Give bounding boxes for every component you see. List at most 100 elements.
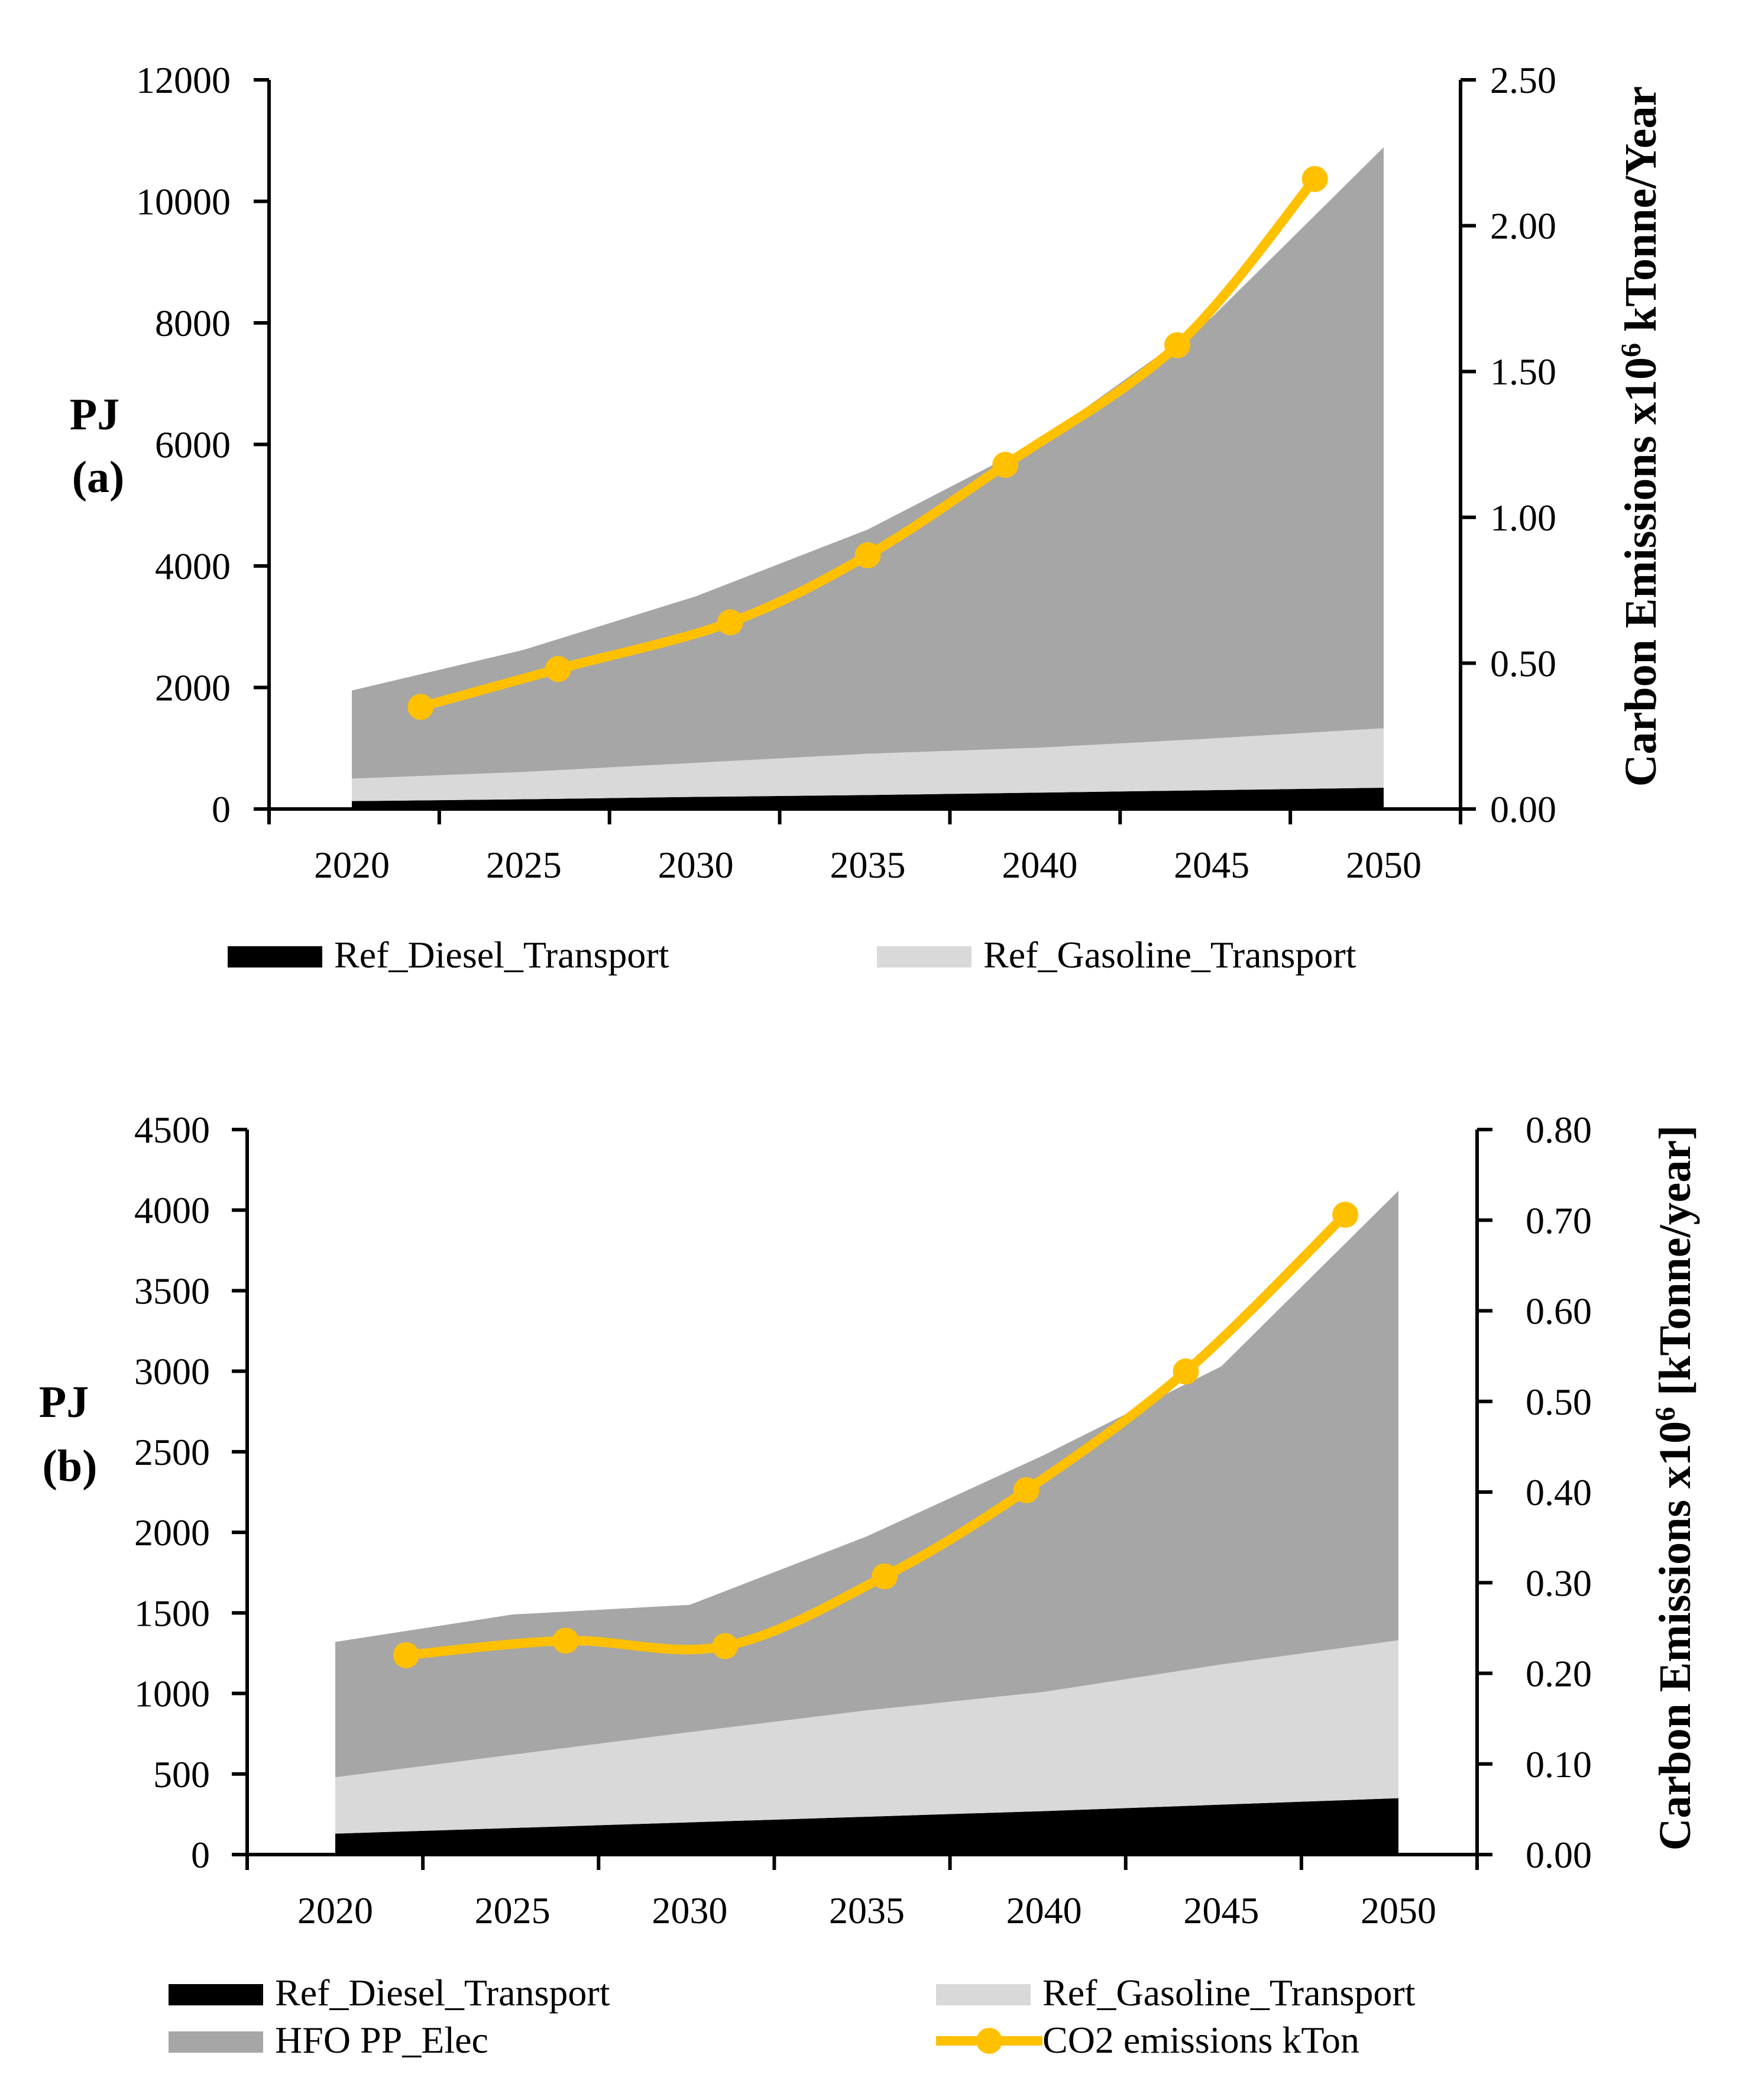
y2-axis-label-a-sup: 6 (1615, 343, 1647, 357)
co2-point-a-5 (1164, 332, 1190, 358)
y2-tick-label-b-7: 0.70 (1526, 1199, 1592, 1241)
y-tick-label-b-6: 3000 (134, 1351, 210, 1393)
y2-axis-label-b-rest: [kTonne/year] (1650, 1125, 1700, 1407)
legend-label-b-3: CO2 emissions kTon (1042, 2019, 1359, 2061)
y-axis-label-a: PJ (70, 390, 119, 439)
y-tick-label-b-0: 0 (191, 1834, 210, 1876)
y2-tick-label-b-0: 0.00 (1526, 1834, 1592, 1876)
y-tick-label-a-3: 6000 (155, 424, 231, 466)
y-tick-label-b-2: 1000 (134, 1673, 210, 1715)
y-axis-label-b: PJ (39, 1377, 89, 1427)
panel-label-b: (b) (43, 1441, 98, 1491)
x-tick-label-b-0: 2020 (297, 1889, 373, 1931)
co2-point-a-6 (1301, 166, 1328, 192)
legend-swatch-diesel-b (169, 1984, 263, 2005)
area-diesel-b (335, 1798, 1398, 1855)
y2-tick-label-b-1: 0.10 (1526, 1743, 1592, 1785)
y2-tick-label-a-0: 0.00 (1490, 788, 1556, 830)
x-tick-label-b-2: 2030 (652, 1889, 727, 1931)
y-tick-label-b-3: 1500 (134, 1592, 210, 1634)
y2-axis-label-a: Carbon Emissions x106 kTonne/Year (1615, 86, 1666, 787)
y2-tick-label-b-2: 0.20 (1526, 1653, 1592, 1695)
y2-tick-label-b-8: 0.80 (1526, 1109, 1592, 1151)
chart-panel-b: 0 500 1000 1500 2000 2500 3000 3500 4000 4500 0.00… (39, 1109, 1700, 2061)
y2-tick-label-b-4: 0.40 (1526, 1471, 1592, 1513)
legend-b: Ref_Diesel_Transport Ref_Gasoline_Transpo… (169, 1972, 1416, 2061)
co2-point-b-3 (871, 1563, 898, 1590)
y-tick-label-a-5: 10000 (136, 181, 231, 223)
co2-line-b (393, 1202, 1359, 1668)
chart-panel-a: 0 2000 4000 6000 8000 10000 12000 0.00 0.50 1.00 1… (70, 59, 1666, 976)
co2-point-b-0 (393, 1642, 419, 1668)
y2-tick-label-b-6: 0.60 (1526, 1290, 1592, 1332)
x-tick-label-a-2: 2030 (658, 844, 734, 886)
x-tick-label-b-5: 2045 (1183, 1889, 1259, 1931)
plot-areas-b (335, 1190, 1398, 1855)
y-tick-label-b-5: 2500 (134, 1431, 210, 1473)
legend-swatch-co2-marker-b (976, 2028, 1002, 2054)
co2-point-a-1 (545, 656, 571, 682)
legend-label-b-0: Ref_Diesel_Transport (275, 1972, 610, 2014)
x-tick-label-b-1: 2025 (475, 1889, 551, 1931)
y-tick-label-a-4: 8000 (155, 302, 231, 344)
legend-label-b-1: Ref_Gasoline_Transport (1042, 1972, 1416, 2014)
y-tick-label-a-6: 12000 (136, 59, 231, 101)
x-tick-label-a-3: 2035 (830, 844, 906, 886)
legend-a: Ref_Diesel_Transport Ref_Gasoline_Transpo… (228, 934, 1356, 976)
legend-label-a-1: Ref_Gasoline_Transport (983, 934, 1356, 976)
co2-point-a-3 (854, 542, 881, 568)
co2-point-b-5 (1173, 1358, 1199, 1385)
area-gasoline-b (335, 1640, 1398, 1834)
co2-point-a-0 (407, 694, 434, 720)
x-tick-label-a-5: 2045 (1174, 844, 1249, 886)
co2-point-b-4 (1013, 1477, 1040, 1503)
legend-swatch-hfo-b (169, 2031, 263, 2053)
legend-label-b-2: HFO PP_Elec (275, 2019, 488, 2061)
ticks-b: 0 500 1000 1500 2000 2500 3000 3500 4000 4500 0.00… (134, 1109, 1592, 1931)
y2-axis-label-a-rest: kTonne/Year (1616, 86, 1666, 343)
legend-label-a-0: Ref_Diesel_Transport (334, 934, 669, 976)
area-hfo-a (352, 147, 1384, 779)
area-diesel-a (352, 788, 1384, 809)
y-tick-label-b-9: 4500 (134, 1109, 210, 1151)
y2-tick-label-a-5: 2.50 (1490, 59, 1556, 101)
y2-tick-label-b-5: 0.50 (1526, 1381, 1592, 1423)
x-tick-label-a-4: 2040 (1002, 844, 1077, 886)
co2-point-a-4 (992, 452, 1019, 478)
y-tick-label-a-2: 4000 (155, 545, 231, 587)
co2-line-a (407, 166, 1328, 720)
y2-tick-label-a-1: 0.50 (1490, 642, 1556, 684)
area-hfo-b (335, 1190, 1398, 1778)
ticks-a: 0 2000 4000 6000 8000 10000 12000 0.00 0.50 1.00 1… (136, 59, 1556, 886)
y-tick-label-b-7: 3500 (134, 1270, 210, 1312)
y2-axis-label-b: Carbon Emissions x106 [kTonne/year] (1650, 1125, 1701, 1851)
legend-swatch-gasoline-b (936, 1984, 1031, 2005)
x-tick-label-a-6: 2050 (1346, 844, 1422, 886)
y-tick-label-b-1: 500 (153, 1753, 210, 1795)
legend-swatch-gasoline-a (877, 946, 972, 968)
y2-tick-label-a-3: 1.50 (1490, 351, 1556, 393)
co2-point-b-1 (552, 1627, 579, 1654)
y-tick-label-a-0: 0 (212, 788, 231, 830)
co2-point-b-6 (1332, 1202, 1359, 1228)
co2-point-b-2 (712, 1633, 739, 1659)
y-tick-label-b-4: 2000 (134, 1512, 210, 1554)
co2-point-a-2 (717, 609, 743, 636)
area-gasoline-a (352, 728, 1384, 801)
y2-axis-label-b-base: Carbon Emissions x10 (1650, 1421, 1700, 1850)
x-tick-label-b-4: 2040 (1006, 1889, 1082, 1931)
x-tick-label-b-3: 2035 (829, 1889, 905, 1931)
y2-axis-label-b-sup: 6 (1650, 1407, 1681, 1421)
x-tick-label-a-0: 2020 (314, 844, 390, 886)
panel-label-a: (a) (72, 452, 125, 502)
plot-areas-a (352, 147, 1384, 809)
y-tick-label-b-8: 4000 (134, 1189, 210, 1231)
legend-swatch-diesel-a (228, 946, 322, 968)
y-tick-label-a-1: 2000 (155, 667, 231, 709)
x-tick-label-b-6: 2050 (1361, 1889, 1436, 1931)
y2-tick-label-a-2: 1.00 (1490, 497, 1556, 539)
x-tick-label-a-1: 2025 (486, 844, 562, 886)
y2-axis-label-a-base: Carbon Emissions x10 (1616, 357, 1666, 787)
y2-tick-label-b-3: 0.30 (1526, 1562, 1592, 1604)
